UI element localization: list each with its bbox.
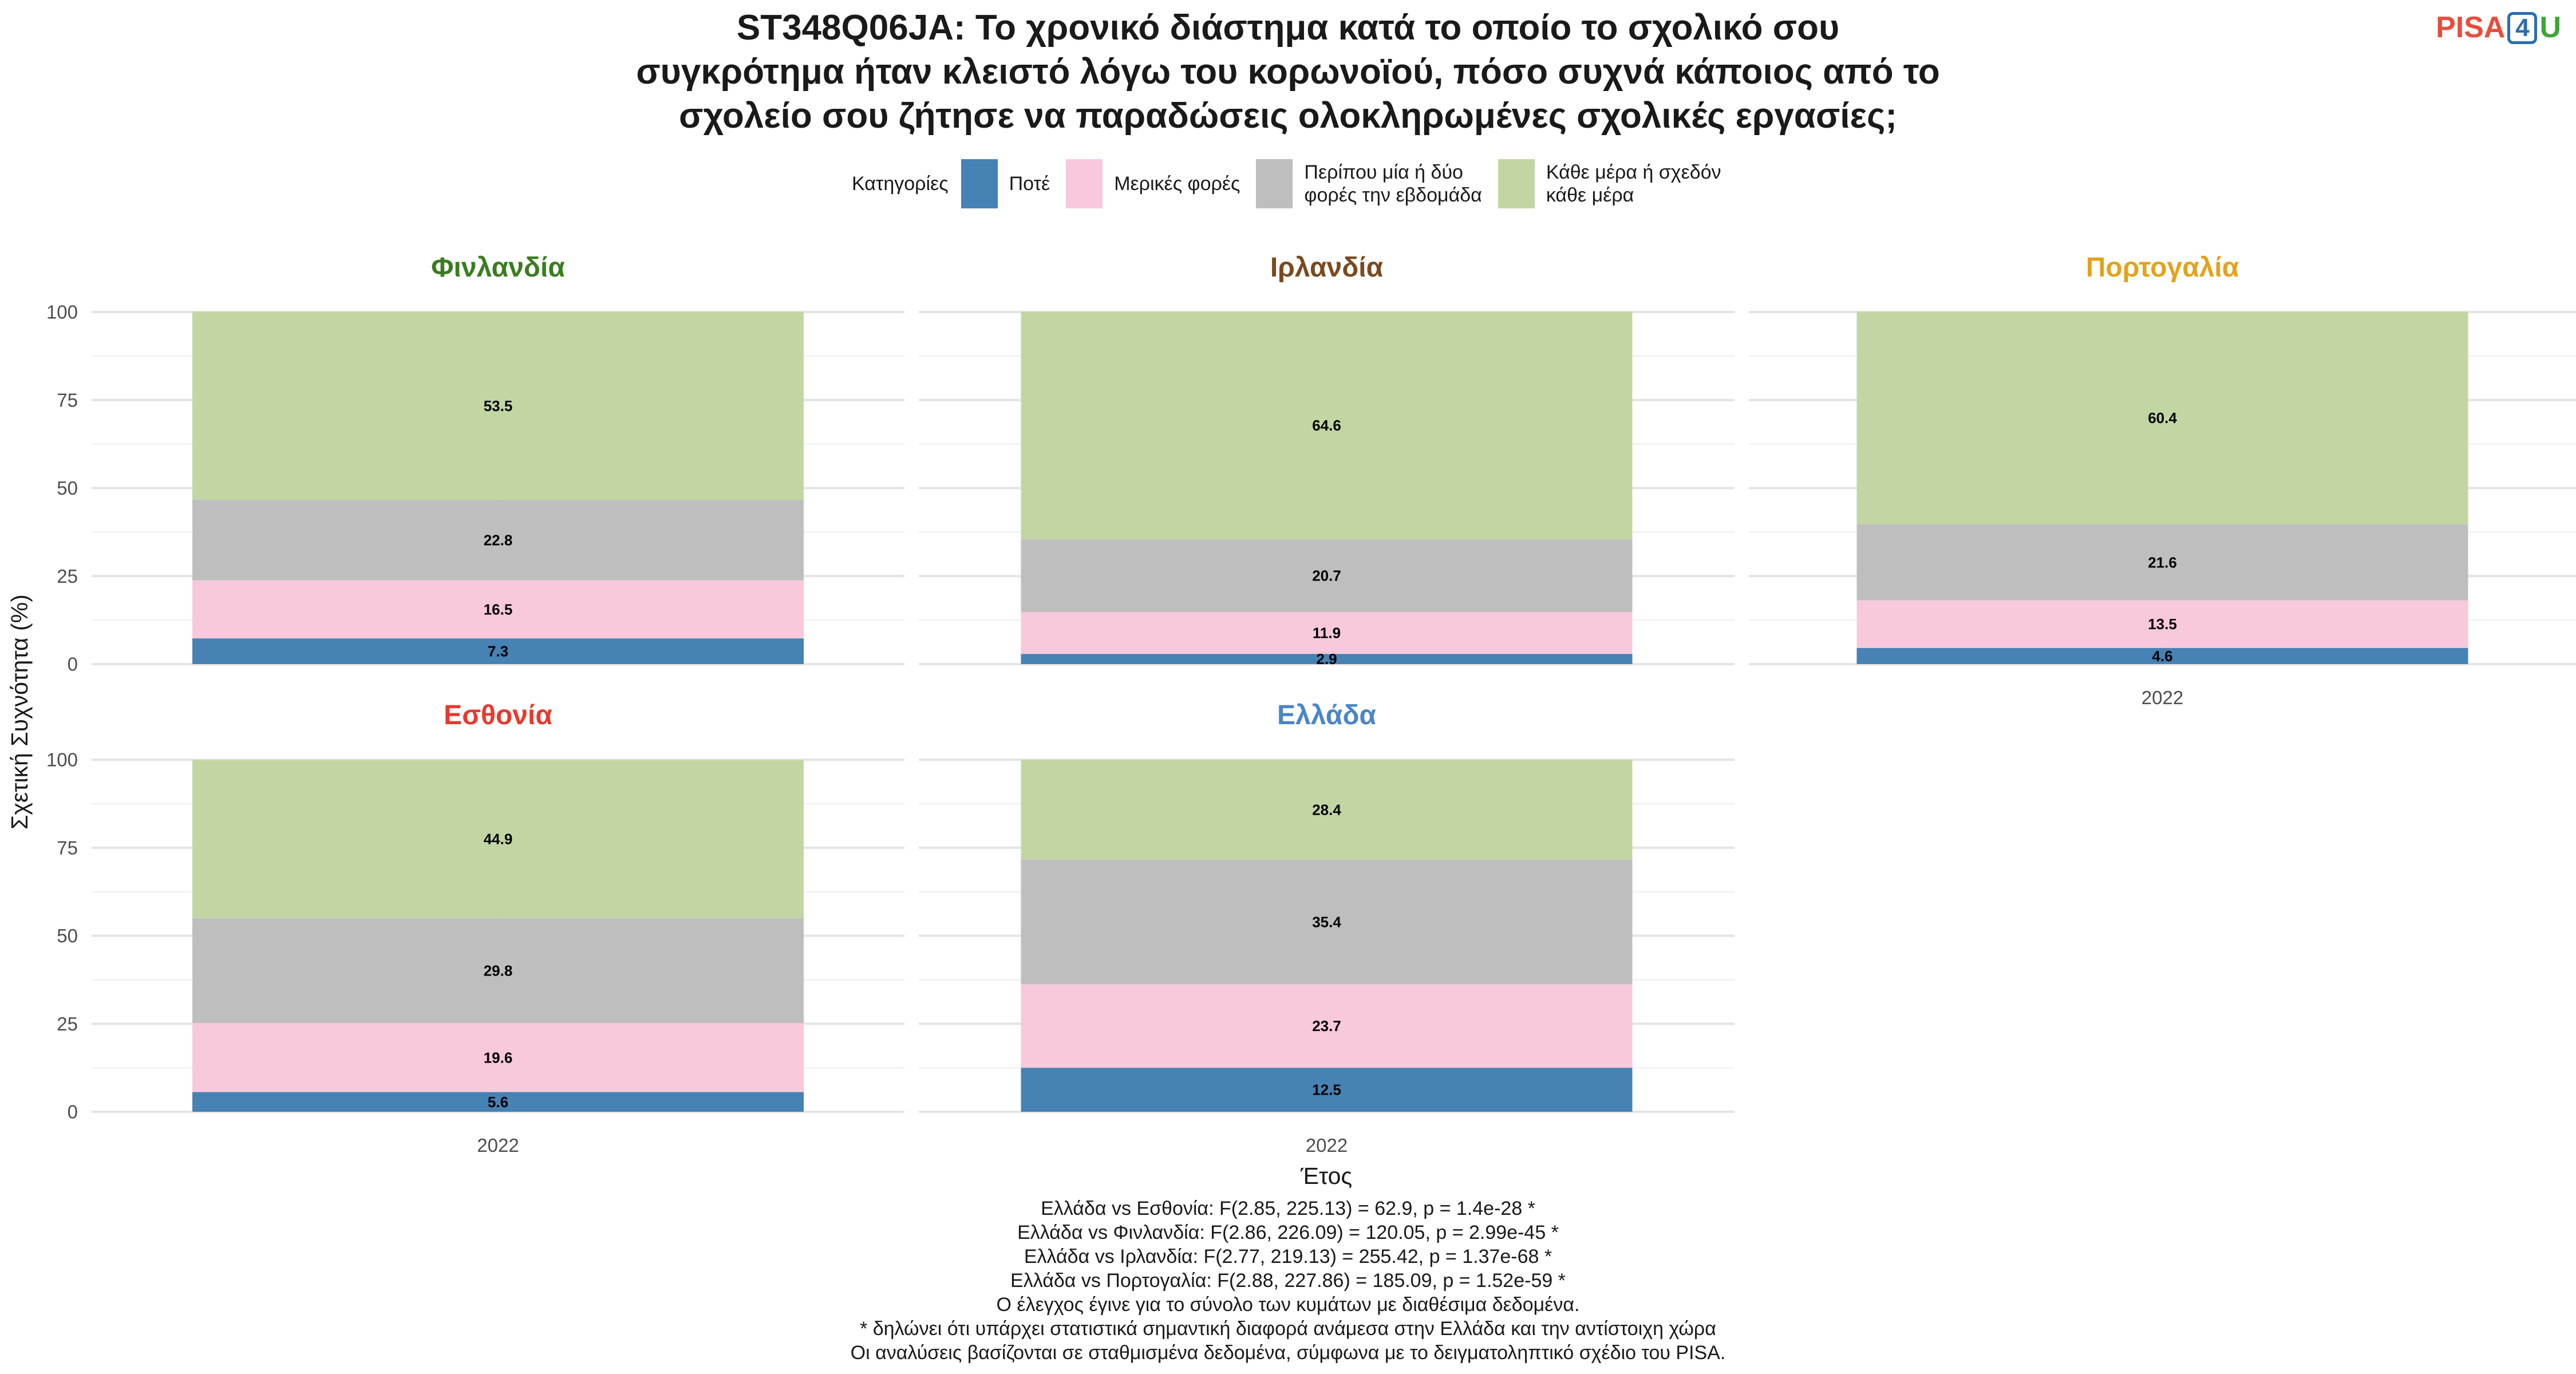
data-label: 19.6 bbox=[484, 1049, 513, 1066]
x-tick-label: 2022 bbox=[2142, 687, 2183, 708]
pisa4u-logo: PISA 4 U bbox=[2436, 10, 2561, 45]
facet-title: Εσθονία bbox=[444, 700, 552, 731]
note-line: Ελλάδα vs Εσθονία: F(2.85, 225.13) = 62.… bbox=[1041, 1198, 1535, 1219]
note-line: Ελλάδα vs Φινλανδία: F(2.86, 226.09) = 1… bbox=[1017, 1222, 1559, 1243]
bar-segment bbox=[1021, 760, 1633, 860]
note-line: * δηλώνει ότι υπάρχει στατιστικά σημαντι… bbox=[860, 1318, 1716, 1340]
legend: Κατηγορίες Ποτέ Μερικές φορές Περίπου μί… bbox=[852, 158, 1737, 210]
y-tick-label: 50 bbox=[57, 925, 78, 946]
data-label: 22.8 bbox=[484, 532, 513, 549]
y-tick-label: 0 bbox=[68, 1101, 78, 1123]
x-tick-label: 2022 bbox=[1306, 1135, 1348, 1156]
bar-segment bbox=[1021, 539, 1633, 612]
data-label: 23.7 bbox=[1312, 1017, 1341, 1035]
bar-segment bbox=[1021, 984, 1633, 1068]
chart-title-line: συγκρότημα ήταν κλειστό λόγω του κορωνοϊ… bbox=[636, 52, 1940, 92]
data-label: 12.5 bbox=[1312, 1081, 1341, 1099]
faceted-stacked-bar-chart: 7.316.522.853.5Φινλανδία02550751002.911.… bbox=[6, 252, 2576, 1189]
bar-segment bbox=[192, 580, 804, 639]
legend-swatch bbox=[1066, 159, 1103, 208]
legend-item-daily: Κάθε μέρα ή σχεδόν κάθε μέρα bbox=[1498, 159, 1721, 208]
bar-segment bbox=[192, 1023, 804, 1092]
bar-segment bbox=[1021, 654, 1633, 664]
data-label: 64.6 bbox=[1312, 417, 1341, 434]
y-tick-label: 100 bbox=[46, 749, 78, 771]
data-label: 29.8 bbox=[484, 962, 513, 979]
legend-item-weekly: Περίπου μία ή δύο φορές την εβδομάδα bbox=[1256, 159, 1482, 208]
chart-title-line: ST348Q06JA: Το χρονικό διάστημα κατά το … bbox=[736, 8, 1840, 48]
bar-segment bbox=[1856, 524, 2468, 601]
data-label: 44.9 bbox=[484, 831, 513, 848]
y-tick-label: 75 bbox=[57, 389, 78, 410]
statistical-notes: Ελλάδα vs Εσθονία: F(2.85, 225.13) = 62.… bbox=[0, 1197, 2576, 1365]
bar-segment bbox=[1856, 647, 2468, 664]
data-label: 11.9 bbox=[1313, 625, 1341, 642]
note-line: Ελλάδα vs Ιρλανδία: F(2.77, 219.13) = 25… bbox=[1024, 1246, 1552, 1268]
bar-segment bbox=[1856, 311, 2468, 524]
facet-title: Ελλάδα bbox=[1277, 700, 1376, 731]
legend-label: Μερικές φορές bbox=[1114, 173, 1240, 195]
chart-title: ST348Q06JA: Το χρονικό διάστημα κατά το … bbox=[0, 6, 2576, 138]
data-label: 53.5 bbox=[484, 397, 513, 414]
logo-text-u: U bbox=[2539, 11, 2561, 44]
y-tick-label: 50 bbox=[57, 477, 78, 499]
facet-title: Πορτογαλία bbox=[2086, 252, 2239, 283]
data-label: 7.3 bbox=[488, 643, 508, 660]
x-axis-title: Έτος bbox=[1300, 1163, 1352, 1189]
bar-segment bbox=[1021, 611, 1633, 654]
bar-segment bbox=[1021, 1068, 1633, 1112]
y-axis-title: Σχετική Συχνότητα (%) bbox=[6, 594, 33, 830]
legend-swatch bbox=[1256, 159, 1293, 208]
data-label: 21.6 bbox=[2148, 554, 2177, 571]
legend-label: Κάθε μέρα ή σχεδόν κάθε μέρα bbox=[1546, 161, 1721, 206]
legend-label: Ποτέ bbox=[1009, 173, 1050, 195]
legend-title: Κατηγορίες bbox=[852, 173, 949, 195]
y-tick-label: 100 bbox=[46, 302, 78, 323]
bar-segment bbox=[192, 760, 804, 918]
logo-text-pisa: PISA bbox=[2436, 11, 2506, 44]
note-line: Οι αναλύσεις βασίζονται σε σταθμισμένα δ… bbox=[850, 1342, 1726, 1364]
data-label: 28.4 bbox=[1312, 801, 1341, 818]
note-line: Ελλάδα vs Πορτογαλία: F(2.88, 227.86) = … bbox=[1010, 1270, 1566, 1292]
chart-title-line: σχολείο σου ζήτησε να παραδώσεις ολοκληρ… bbox=[679, 96, 1897, 136]
legend-item-sometimes: Μερικές φορές bbox=[1066, 159, 1240, 208]
data-label: 16.5 bbox=[484, 601, 513, 618]
bar-segment bbox=[192, 638, 804, 664]
y-tick-label: 25 bbox=[57, 1013, 78, 1035]
bar-segment bbox=[1021, 859, 1633, 985]
note-line: Ο έλεγχος έγινε για το σύνολο των κυμάτω… bbox=[996, 1294, 1580, 1316]
data-label: 60.4 bbox=[2148, 409, 2177, 427]
legend-swatch bbox=[1498, 159, 1535, 208]
bar-segment bbox=[192, 1092, 804, 1112]
bar-segment bbox=[1021, 311, 1633, 539]
data-label: 13.5 bbox=[2148, 615, 2177, 633]
bar-segment bbox=[1856, 600, 2468, 648]
bar-segment bbox=[192, 311, 804, 500]
data-label: 20.7 bbox=[1312, 567, 1341, 584]
y-tick-label: 25 bbox=[57, 566, 78, 587]
data-label: 5.6 bbox=[488, 1093, 508, 1111]
x-tick-label: 2022 bbox=[477, 1135, 519, 1156]
data-label: 4.6 bbox=[2152, 647, 2172, 665]
legend-label: Περίπου μία ή δύο φορές την εβδομάδα bbox=[1304, 161, 1482, 206]
logo-text-four: 4 bbox=[2507, 12, 2538, 44]
facet-title: Φινλανδία bbox=[431, 252, 565, 283]
bar-segment bbox=[192, 918, 804, 1024]
y-tick-label: 0 bbox=[68, 654, 78, 675]
facet-title: Ιρλανδία bbox=[1270, 252, 1384, 283]
legend-item-never: Ποτέ bbox=[961, 159, 1050, 208]
bar-segment bbox=[192, 500, 804, 581]
data-label: 35.4 bbox=[1312, 914, 1341, 931]
legend-swatch bbox=[961, 159, 998, 208]
y-tick-label: 75 bbox=[57, 837, 78, 858]
